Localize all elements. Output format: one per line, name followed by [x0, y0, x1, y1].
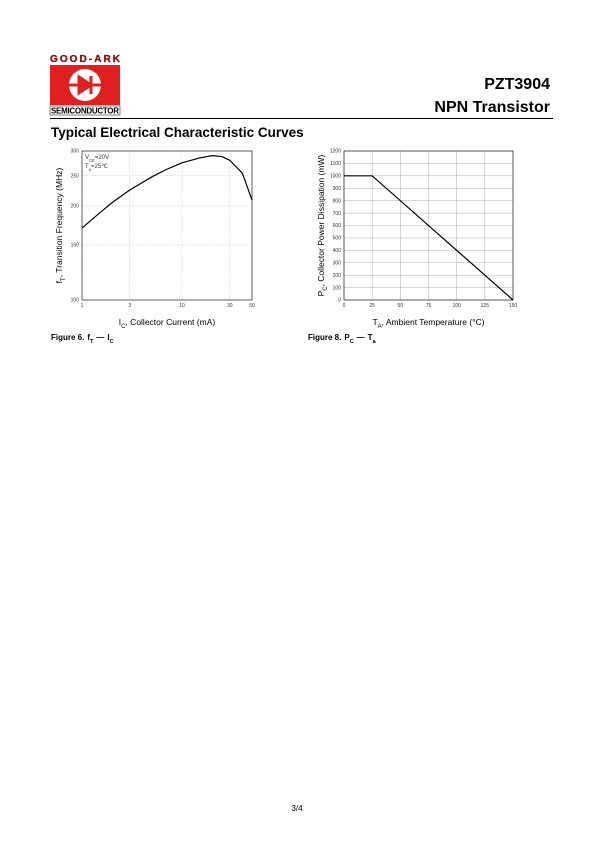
text-part: =20V	[95, 155, 109, 161]
text-part: , Transition Frequency (MHz)	[54, 168, 64, 278]
page-number: 3/4	[291, 804, 303, 813]
subscript: a	[89, 167, 92, 172]
logo-top: GOOD-ARK	[50, 54, 121, 65]
y-tick-label: 200	[333, 273, 342, 279]
caption-part: Figure 8.	[308, 333, 341, 342]
y-tick-label: 700	[333, 211, 342, 217]
figure-caption: Figure 8. PC — Ta	[308, 333, 377, 345]
caption-part: T	[368, 333, 373, 342]
y-tick-label: 150	[71, 243, 80, 249]
y-tick-label: 250	[71, 173, 80, 179]
subscript: T	[61, 277, 67, 281]
plot-area	[82, 151, 252, 300]
x-tick-label: 30	[227, 303, 233, 309]
y-tick-label: 1100	[330, 161, 341, 167]
text-part: T	[372, 317, 377, 327]
subscript: C	[121, 324, 126, 330]
text-part: =25℃	[91, 164, 108, 170]
subscript: C	[110, 339, 114, 345]
y-tick-label: 1200	[330, 149, 341, 155]
x-tick-label: 100	[452, 303, 461, 309]
figure-caption: Figure 6. fT — IC	[51, 333, 114, 345]
text-part: I	[119, 317, 121, 327]
x-tick-label: 1	[81, 303, 84, 309]
data-line	[344, 175, 514, 301]
x-tick-label: 3	[128, 303, 131, 309]
x-axis-label: TA, Ambient Temperature (°C)	[372, 317, 484, 330]
x-tick-label: 50	[398, 303, 404, 309]
text-part: , Ambient Temperature (°C)	[382, 317, 485, 327]
x-tick-label: 10	[179, 303, 185, 309]
text-part: T	[85, 164, 89, 170]
subscript: C	[323, 286, 329, 291]
x-tick-label: 125	[481, 303, 490, 309]
logo-bar	[49, 105, 121, 116]
y-tick-label: 500	[333, 236, 342, 242]
part-number: PZT3904	[484, 76, 550, 93]
caption-part: f	[87, 333, 90, 342]
annotation: VCE=20V	[85, 155, 109, 163]
subscript: A	[378, 324, 382, 330]
plot-frame	[343, 150, 514, 301]
y-tick-label: 300	[333, 260, 342, 266]
logo-diode	[66, 74, 104, 96]
y-tick-label: 100	[71, 298, 80, 304]
subscript: C	[350, 339, 354, 345]
y-tick-label: 100	[333, 285, 342, 291]
text-part: V	[85, 155, 89, 161]
y-axis-label: PC, Collector Power Dissipation (mW)	[316, 154, 329, 296]
caption-part: I	[107, 333, 109, 342]
text-part: , Collector Power Dissipation (mW)	[316, 154, 326, 286]
x-tick-label: 75	[426, 303, 432, 309]
subscript: T	[90, 339, 94, 345]
y-tick-label: 0	[338, 298, 341, 304]
y-tick-label: 300	[71, 149, 80, 155]
x-tick-label: 150	[509, 303, 518, 309]
y-tick-label: 900	[333, 186, 342, 192]
text-part: f	[54, 280, 64, 283]
y-axis-label: fT, Transition Frequency (MHz)	[54, 168, 67, 284]
logo-bottom: SEMICONDUCTOR	[51, 107, 119, 116]
x-tick-label: 50	[249, 303, 255, 309]
text-part: , Collector Current (mA)	[125, 317, 215, 327]
y-tick-label: 800	[333, 198, 342, 204]
y-tick-label: 600	[333, 223, 342, 229]
description: NPN Transistor	[434, 99, 550, 116]
caption-part: —	[96, 333, 104, 342]
y-tick-label: 200	[71, 204, 80, 210]
x-tick-label: 0	[343, 303, 346, 309]
plot-frame	[81, 150, 253, 301]
caption-part: —	[357, 333, 365, 342]
y-tick-label: 1000	[330, 174, 341, 180]
caption-part: Figure 6.	[51, 333, 84, 342]
subscript: a	[373, 339, 377, 345]
text-part: P	[316, 290, 326, 296]
section-title: Typical Electrical Characteristic Curves	[51, 125, 304, 140]
annotation: Ta=25℃	[85, 164, 108, 172]
x-tick-label: 25	[369, 303, 375, 309]
caption-part: P	[344, 333, 350, 342]
x-axis-label: IC, Collector Current (mA)	[119, 317, 216, 330]
subscript: CE	[89, 158, 95, 163]
y-tick-label: 400	[333, 248, 342, 254]
data-line	[81, 154, 253, 229]
